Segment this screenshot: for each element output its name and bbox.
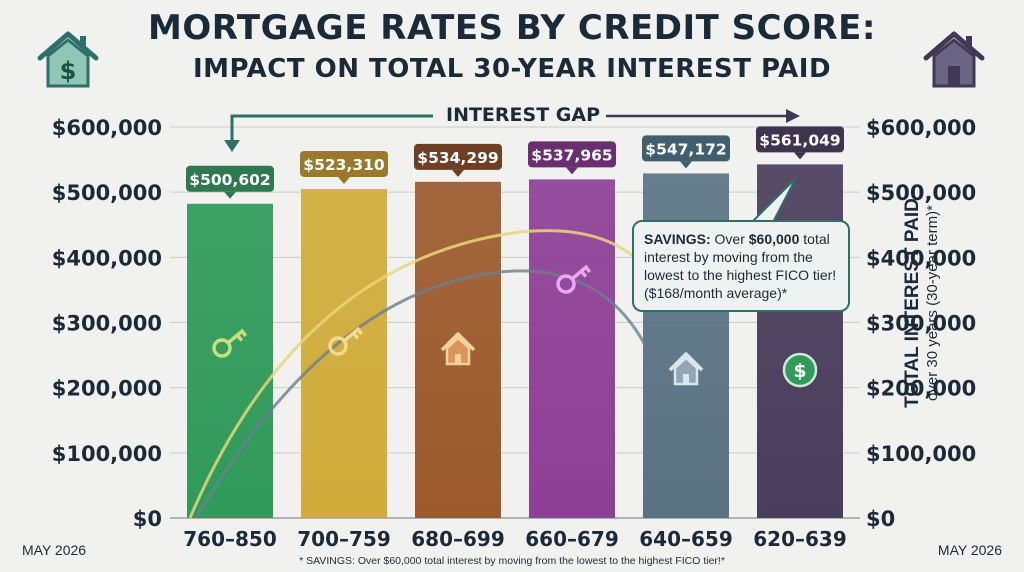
gap-arrowhead-left — [224, 140, 240, 152]
y-tick-label-right: $100,000 — [866, 442, 976, 466]
value-label: $561,049 — [759, 131, 840, 149]
value-label-badge — [756, 126, 844, 153]
key-icon — [212, 328, 248, 358]
y-tick-label-right: $0 — [866, 507, 895, 531]
y-tick-label-left: $300,000 — [52, 312, 162, 336]
house-icon — [668, 352, 704, 386]
gap-arrow-left — [230, 114, 433, 142]
gap-arrowhead-right — [786, 109, 800, 123]
decorative-arc — [188, 229, 642, 519]
y-tick-label-left: $600,000 — [52, 116, 162, 140]
value-label-pointer — [452, 169, 464, 177]
y-tick-label-right: $400,000 — [866, 246, 976, 270]
x-tick-label: 620–639 — [753, 527, 847, 551]
y-tick-label-left: $500,000 — [52, 181, 162, 205]
y-tick-label-right: $600,000 — [866, 116, 976, 140]
x-tick-label: 700–759 — [297, 527, 391, 551]
value-label-pointer — [794, 152, 806, 160]
value-label-pointer — [566, 167, 578, 175]
x-tick-label: 660–679 — [525, 527, 619, 551]
value-label-badge — [528, 141, 616, 168]
y-tick-label-left: $200,000 — [52, 377, 162, 401]
callout-text1: Over — [710, 231, 749, 247]
y-tick-label-right: $300,000 — [866, 312, 976, 336]
value-label: $537,965 — [531, 146, 612, 164]
y-tick-label-right: $200,000 — [866, 377, 976, 401]
x-tick-label: 640–659 — [639, 527, 733, 551]
bar-660–679 — [529, 179, 615, 518]
house-icon — [923, 31, 985, 88]
callout-bold: SAVINGS: — [644, 231, 711, 247]
y-tick-label-left: $400,000 — [52, 246, 162, 270]
value-label-pointer — [680, 161, 692, 169]
chart-title: MORTGAGE RATES BY CREDIT SCORE: — [148, 8, 876, 48]
svg-text:$: $ — [793, 360, 806, 382]
value-label: $500,602 — [189, 171, 270, 189]
y-tick-label-left: $100,000 — [52, 442, 162, 466]
value-label: $534,299 — [417, 149, 498, 167]
house-icon — [440, 332, 476, 366]
callout-bold2: $60,000 — [748, 231, 800, 247]
key-icon — [556, 264, 592, 294]
dollar-coin-icon: $ — [782, 352, 818, 388]
value-label: $547,172 — [645, 140, 726, 158]
y-tick-label-right: $500,000 — [866, 181, 976, 205]
interest-gap-label: INTEREST GAP — [440, 104, 607, 126]
value-label-badge — [642, 135, 730, 162]
decorative-arc — [194, 269, 647, 519]
date-left: MAY 2026 — [22, 542, 87, 558]
key-icon — [328, 326, 364, 356]
value-label-pointer — [224, 191, 236, 199]
value-label-badge — [186, 165, 274, 192]
chart-subtitle: IMPACT ON TOTAL 30-YEAR INTEREST PAID — [192, 54, 832, 84]
footnote: * SAVINGS: Over $60,000 total interest b… — [299, 555, 725, 567]
svg-text:$: $ — [60, 57, 77, 85]
y-tick-label-left: $0 — [133, 507, 162, 531]
date-right: MAY 2026 — [937, 542, 1002, 558]
value-label: $523,310 — [303, 156, 385, 174]
value-label-badge — [414, 143, 502, 170]
house-dollar-icon: $ — [37, 31, 99, 88]
bar-760–850 — [187, 203, 273, 519]
x-tick-label: 760–850 — [183, 527, 277, 551]
x-tick-label: 680–699 — [411, 527, 505, 551]
callout-text2: total interest by moving from the lowest… — [644, 231, 837, 301]
value-label-pointer — [338, 176, 350, 184]
savings-callout: SAVINGS: Over $60,000 total interest by … — [632, 220, 850, 312]
value-label-badge — [300, 150, 388, 177]
